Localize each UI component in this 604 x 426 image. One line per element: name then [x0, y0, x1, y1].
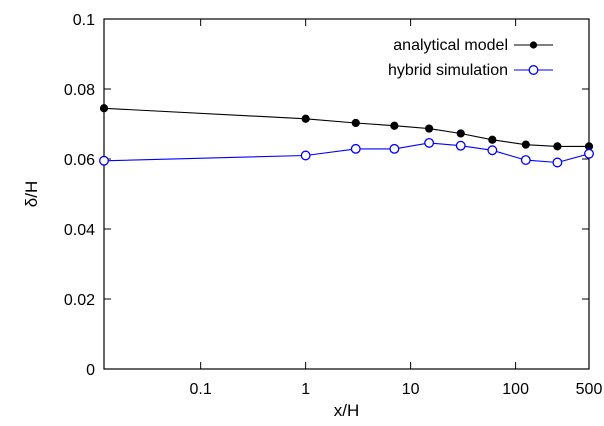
plot-border: [103, 18, 590, 370]
x-tick-label: 0.1: [190, 381, 212, 398]
series-hybrid-simulation: [99, 137, 594, 168]
x-tick-label: 10: [402, 381, 420, 398]
legend-marker: [529, 41, 538, 49]
data-point: [99, 104, 109, 113]
y-tick-label: 0.1: [73, 12, 95, 29]
data-point: [389, 143, 400, 154]
series-group: [99, 104, 594, 168]
data-point: [350, 143, 361, 154]
x-tick-label: 100: [502, 381, 529, 398]
data-point: [521, 140, 530, 149]
data-point: [300, 150, 311, 161]
data-point: [301, 114, 310, 123]
series-line: [103, 107, 589, 147]
legend: analytical model hybrid simulation: [388, 37, 553, 79]
data-point: [487, 145, 498, 156]
legend-marker: [528, 65, 539, 75]
data-point: [425, 124, 434, 133]
y-axis-label: δ/H: [22, 181, 41, 207]
data-point: [455, 140, 466, 151]
y-tick-label: 0: [86, 362, 95, 379]
data-point: [584, 148, 594, 159]
legend-item: analytical model: [393, 37, 553, 54]
data-point: [456, 129, 465, 138]
series-line: [103, 142, 590, 164]
x-tick-label: 1: [301, 381, 310, 398]
legend-item: hybrid simulation: [388, 62, 553, 79]
x-tick-label: 500: [576, 381, 603, 398]
y-tick-label: 0.04: [64, 222, 95, 239]
data-point: [424, 137, 435, 148]
y-tick-label: 0.02: [64, 292, 95, 309]
x-axis-label: x/H: [334, 401, 360, 420]
data-point: [99, 155, 109, 166]
y-tick-label: 0.06: [64, 152, 95, 169]
legend-label: analytical model: [393, 37, 508, 54]
data-point: [351, 118, 360, 128]
data-point: [520, 155, 531, 166]
series-analytical-model: [99, 104, 594, 151]
legend-label: hybrid simulation: [388, 62, 508, 79]
data-point: [390, 121, 399, 130]
plot-frame: [103, 18, 590, 370]
data-point: [488, 135, 497, 144]
data-point: [553, 142, 562, 151]
data-point: [552, 157, 563, 168]
y-tick-label: 0.08: [64, 82, 95, 99]
axis-ticks: 0 0.02 0.04 0.06 0.08 0.1 0.1 1 10 100 500: [64, 12, 603, 398]
